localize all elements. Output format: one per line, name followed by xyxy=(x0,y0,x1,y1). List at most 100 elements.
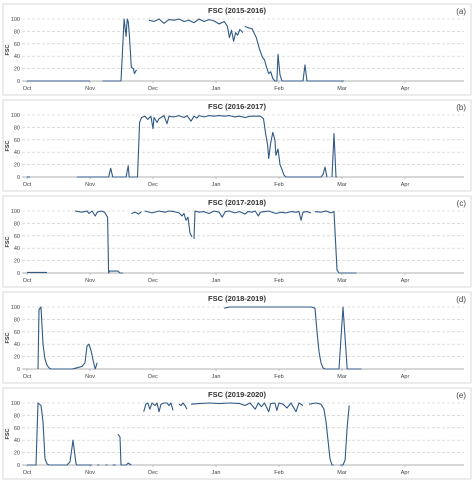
series-line-segment xyxy=(102,18,137,82)
x-tick-label: Apr xyxy=(401,182,410,188)
y-tick-label: 60 xyxy=(14,426,20,432)
panel-label: (d) xyxy=(456,295,466,304)
y-axis-label: FSC xyxy=(5,140,11,151)
y-tick-label: 0 xyxy=(17,271,20,277)
x-tick-label: Jan xyxy=(212,278,221,284)
x-tick-label: Dec xyxy=(148,470,158,476)
y-tick-label: 40 xyxy=(14,342,20,348)
series-line-segment xyxy=(131,211,142,215)
chart-title: FSC (2016-2017) xyxy=(208,102,266,111)
y-tick-label: 100 xyxy=(11,17,20,23)
y-tick-label: 100 xyxy=(11,113,20,119)
x-tick-label: Jan xyxy=(212,470,221,476)
series-line-segment xyxy=(27,402,93,466)
y-tick-label: 80 xyxy=(14,125,20,131)
y-tick-label: 20 xyxy=(14,355,20,361)
x-tick-label: Jan xyxy=(212,182,221,188)
series-line-segment xyxy=(143,402,174,413)
panel-frame xyxy=(2,99,472,192)
x-tick-label: Nov xyxy=(85,86,95,92)
x-tick-label: Mar xyxy=(337,470,347,476)
panel-frame xyxy=(2,291,472,384)
panel-label: (e) xyxy=(456,391,466,400)
y-tick-label: 40 xyxy=(14,246,20,252)
series-line-segment xyxy=(37,306,98,370)
x-tick-label: Nov xyxy=(85,278,95,284)
y-tick-label: 0 xyxy=(17,175,20,181)
x-tick-label: Dec xyxy=(148,86,158,92)
x-tick-label: Oct xyxy=(23,470,32,476)
x-tick-label: Oct xyxy=(23,86,32,92)
series-line-segment xyxy=(178,402,188,410)
x-tick-label: Mar xyxy=(337,278,347,284)
chart-title: FSC (2019-2020) xyxy=(208,390,266,399)
x-tick-label: Feb xyxy=(274,470,283,476)
x-tick-label: Mar xyxy=(337,182,347,188)
x-tick-label: Apr xyxy=(401,86,410,92)
y-tick-label: 60 xyxy=(14,234,20,240)
y-tick-label: 100 xyxy=(11,305,20,311)
y-tick-label: 20 xyxy=(14,163,20,169)
x-tick-label: Oct xyxy=(23,374,32,380)
y-tick-label: 60 xyxy=(14,42,20,48)
x-tick-label: Oct xyxy=(23,278,32,284)
y-tick-label: 40 xyxy=(14,54,20,60)
x-tick-label: Apr xyxy=(401,278,410,284)
y-tick-label: 80 xyxy=(14,317,20,323)
x-tick-label: Dec xyxy=(148,278,158,284)
y-tick-label: 20 xyxy=(14,451,20,457)
x-tick-label: Apr xyxy=(401,374,410,380)
series-line-segment xyxy=(331,133,337,178)
series-line-segment xyxy=(314,210,357,274)
series-line-segment xyxy=(340,405,350,466)
x-tick-label: Mar xyxy=(337,86,347,92)
y-axis-label: FSC xyxy=(5,428,11,439)
x-tick-label: Nov xyxy=(85,470,95,476)
panel-frame xyxy=(2,387,472,480)
x-tick-label: Oct xyxy=(23,182,32,188)
x-tick-label: Feb xyxy=(274,86,283,92)
x-tick-label: Mar xyxy=(337,374,347,380)
x-tick-label: Feb xyxy=(274,374,283,380)
panel-label: (a) xyxy=(456,7,466,16)
series-line-segment xyxy=(193,210,312,239)
x-tick-label: Dec xyxy=(148,182,158,188)
y-tick-label: 80 xyxy=(14,221,20,227)
chart-title: FSC (2017-2018) xyxy=(208,198,266,207)
chart-title: FSC (2018-2019) xyxy=(208,294,266,303)
series-line-segment xyxy=(117,433,132,466)
y-tick-label: 0 xyxy=(17,79,20,85)
series-line-segment xyxy=(148,18,244,42)
y-tick-label: 20 xyxy=(14,259,20,265)
chart-panel-5: FSC (2019-2020) (e) FSC 0 20 40 60 80 100 Oct Nov D… xyxy=(2,387,472,480)
series-line-segment xyxy=(308,402,334,466)
y-tick-label: 100 xyxy=(11,209,20,215)
x-tick-label: Feb xyxy=(274,278,283,284)
y-tick-label: 80 xyxy=(14,413,20,419)
series-line-segment xyxy=(224,306,362,370)
y-axis-label: FSC xyxy=(5,332,11,343)
x-tick-label: Dec xyxy=(148,374,158,380)
y-tick-label: 80 xyxy=(14,29,20,35)
series-line-segment xyxy=(144,210,193,238)
series-line-segment xyxy=(74,210,123,274)
y-tick-label: 20 xyxy=(14,67,20,73)
y-tick-label: 0 xyxy=(17,463,20,469)
series-line-segment xyxy=(77,115,328,178)
y-tick-label: 40 xyxy=(14,150,20,156)
x-tick-label: Jan xyxy=(212,374,221,380)
y-tick-label: 60 xyxy=(14,330,20,336)
panel-frame xyxy=(2,3,472,96)
chart-title: FSC (2015-2016) xyxy=(208,6,266,15)
series-line-segment xyxy=(190,402,304,413)
chart-panel-4: FSC (2018-2019) (d) FSC 0 20 40 60 80 100 Oct Nov D… xyxy=(2,291,472,384)
x-tick-label: Jan xyxy=(212,86,221,92)
y-tick-label: 100 xyxy=(11,401,20,407)
chart-panel-2: FSC (2016-2017) (b) FSC 0 20 40 60 80 100 Oct Nov D… xyxy=(2,99,472,192)
x-tick-label: Nov xyxy=(85,182,95,188)
y-tick-label: 60 xyxy=(14,138,20,144)
panel-label: (c) xyxy=(457,199,467,208)
chart-panel-1: FSC (2015-2016) (a) FSC 0 20 40 60 80 100 Oct Nov D… xyxy=(2,3,472,96)
